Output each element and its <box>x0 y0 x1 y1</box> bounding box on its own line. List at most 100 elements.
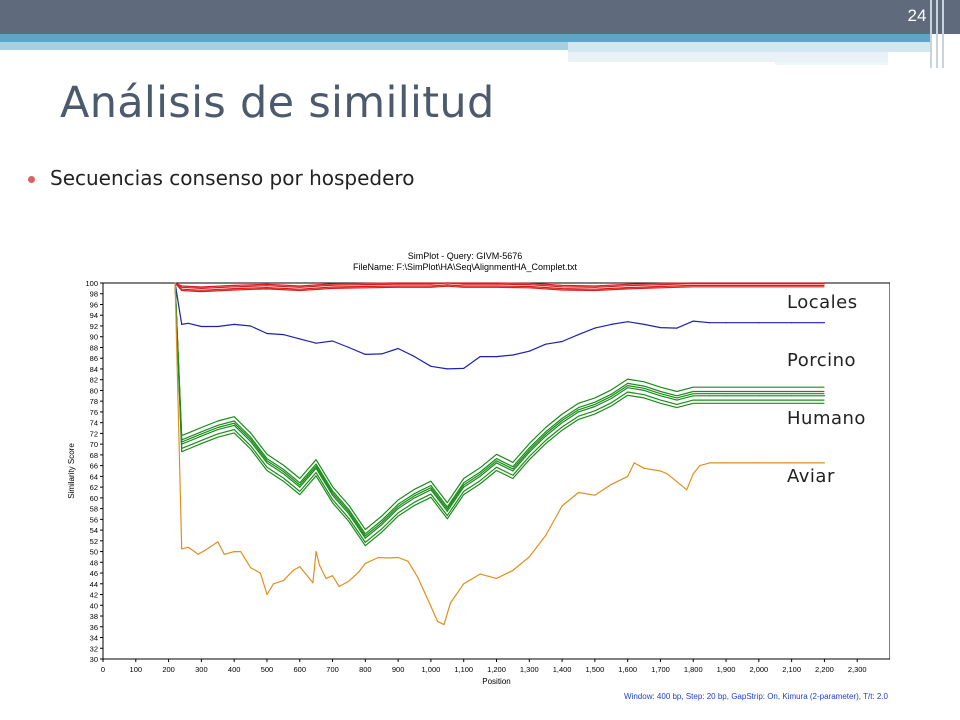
data-point-porcino <box>791 322 793 324</box>
data-point-porcino <box>479 356 481 358</box>
data-point-aviar <box>676 481 678 483</box>
data-point-aviar <box>299 566 301 568</box>
data-point-porcino <box>512 354 514 356</box>
series-line-porcino <box>174 282 825 370</box>
data-point-aviar <box>561 505 563 507</box>
y-tick-label: 78 <box>90 397 98 406</box>
series-line-aviar <box>174 282 825 626</box>
data-point-porcino <box>692 320 694 322</box>
y-tick-label: 54 <box>90 526 98 535</box>
x-tick-label: 700 <box>326 665 339 674</box>
data-point-aviar <box>364 562 366 564</box>
data-point-aviar <box>259 572 261 574</box>
data-point-aviar <box>436 620 439 622</box>
data-point-porcino <box>217 325 219 328</box>
series-line-locales <box>174 282 825 288</box>
x-axis-label: Position <box>482 677 510 686</box>
data-point-aviar <box>659 470 662 472</box>
data-point-humano <box>250 440 252 443</box>
data-point-porcino <box>561 340 563 343</box>
series-line-humano <box>174 282 825 531</box>
data-point-aviar <box>692 473 694 475</box>
data-point-humano <box>200 435 202 437</box>
data-point-locales <box>659 284 662 286</box>
series-line-locales <box>174 282 825 293</box>
data-point-humano <box>430 489 432 491</box>
data-point-porcino <box>823 322 826 324</box>
data-point-porcino <box>446 368 448 370</box>
data-point-aviar <box>725 462 727 464</box>
y-tick-label: 76 <box>90 408 98 417</box>
data-point-aviar <box>463 583 465 585</box>
header-stripe <box>568 52 888 62</box>
data-point-aviar <box>217 541 219 543</box>
y-tick-label: 36 <box>90 623 98 632</box>
x-tick-label: 1,200 <box>487 665 506 674</box>
series-line-humano <box>174 282 825 535</box>
data-point-locales <box>430 283 432 285</box>
data-point-porcino <box>331 340 334 342</box>
x-tick-label: 800 <box>359 665 372 674</box>
data-point-aviar <box>823 462 826 464</box>
y-tick-label: 50 <box>90 548 98 557</box>
x-tick-label: 1,900 <box>717 665 736 674</box>
bullet-text: Secuencias consenso por hospedero <box>50 166 415 190</box>
y-tick-label: 32 <box>90 644 98 653</box>
data-point-humano <box>512 470 514 472</box>
data-point-humano <box>676 399 678 401</box>
data-point-porcino <box>610 323 612 325</box>
data-point-aviar <box>312 582 314 584</box>
data-point-porcino <box>643 323 645 325</box>
data-point-aviar <box>417 576 419 578</box>
data-point-locales <box>200 287 202 289</box>
y-tick-label: 70 <box>90 440 98 449</box>
data-point-humano <box>659 395 662 397</box>
data-point-humano <box>381 524 383 526</box>
data-point-locales <box>692 282 694 285</box>
x-tick-label: 0 <box>101 665 105 674</box>
data-point-humano <box>397 508 399 510</box>
data-point-aviar <box>377 556 379 559</box>
data-point-aviar <box>407 560 409 562</box>
data-point-aviar <box>174 282 176 284</box>
data-point-aviar <box>479 573 481 575</box>
x-tick-label: 2,300 <box>848 665 867 674</box>
y-tick-label: 72 <box>90 429 98 438</box>
y-tick-label: 68 <box>90 451 98 460</box>
header-stripe <box>0 42 568 50</box>
data-point-aviar <box>633 462 635 464</box>
x-tick-label: 1,800 <box>684 665 703 674</box>
data-point-aviar <box>197 553 199 555</box>
data-point-porcino <box>594 327 596 329</box>
data-point-humano <box>217 429 219 431</box>
chart-footer: Window: 400 bp, Step: 20 bp, GapStrip: O… <box>624 692 889 701</box>
data-point-aviar <box>387 557 389 559</box>
legend-label-aviar: Aviar <box>787 466 835 487</box>
series-line-humano <box>174 282 825 543</box>
data-point-aviar <box>686 489 688 491</box>
data-point-humano <box>594 405 596 408</box>
data-point-humano <box>348 513 350 515</box>
y-tick-label: 40 <box>90 601 98 610</box>
legend-label-humano: Humano <box>787 408 866 429</box>
data-point-aviar <box>528 556 530 558</box>
data-point-locales <box>725 282 727 285</box>
data-point-aviar <box>315 551 317 553</box>
data-point-porcino <box>381 353 383 355</box>
data-point-aviar <box>545 534 547 537</box>
data-point-locales <box>495 283 498 285</box>
chart-subtitle: FileName: F:\SimPlot\HA\Seq\AlignmentHA_… <box>353 262 578 272</box>
data-point-locales <box>627 285 629 287</box>
data-point-aviar <box>443 624 445 626</box>
data-point-porcino <box>187 322 189 324</box>
x-tick-label: 1,400 <box>553 665 572 674</box>
data-point-aviar <box>709 462 711 464</box>
data-point-locales <box>823 282 826 285</box>
data-point-locales <box>561 286 563 288</box>
data-point-porcino <box>397 347 399 350</box>
data-point-porcino <box>758 322 760 324</box>
y-tick-label: 44 <box>90 580 98 589</box>
data-point-humano <box>545 435 547 437</box>
x-tick-label: 1,700 <box>651 665 670 674</box>
data-point-aviar <box>266 593 268 596</box>
